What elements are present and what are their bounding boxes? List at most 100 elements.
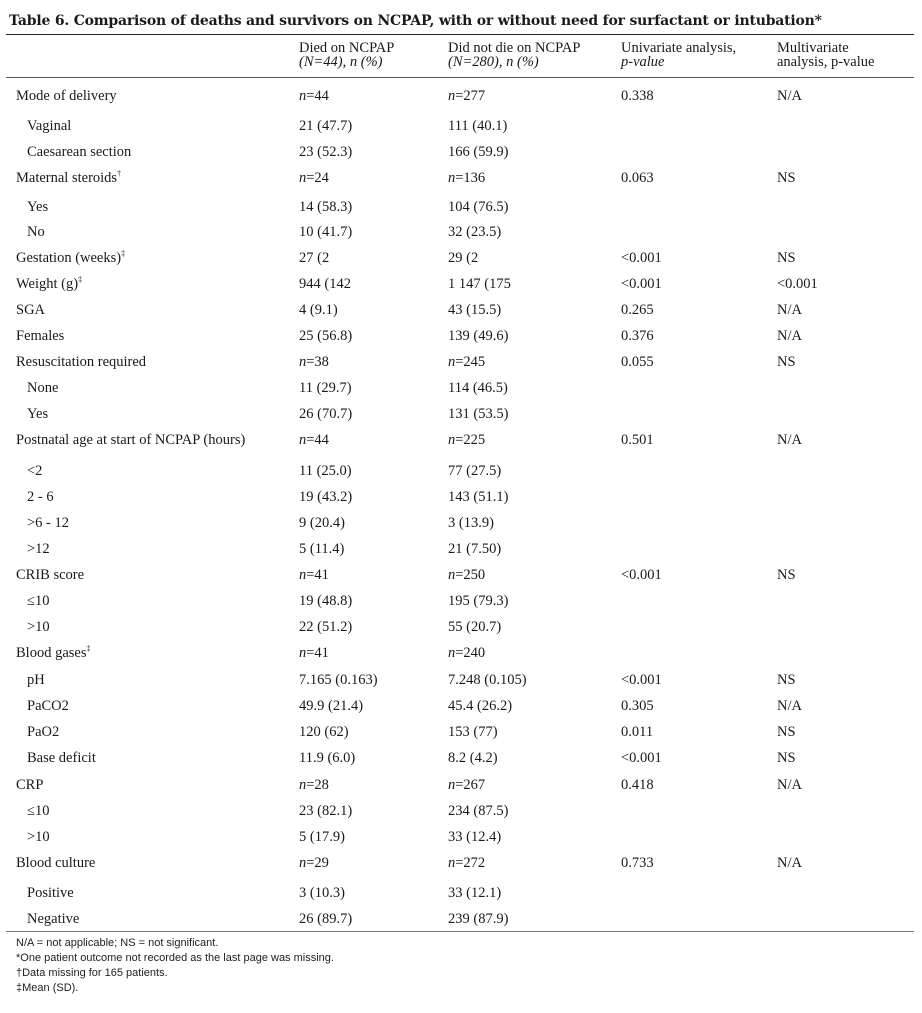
row-label-text: Yes (27, 199, 49, 215)
row-label-text: >10 (27, 829, 50, 845)
row-label-text: CRP (16, 777, 44, 793)
univariate-cell: 0.265 (621, 302, 654, 318)
table-row: <2 11 (25.0) 77 (27.5) (0, 461, 922, 481)
survived-cell: 21 (7.50) (448, 541, 502, 557)
survived-cell: 33 (12.1) (448, 885, 502, 901)
died-cell: 27 (2 (299, 250, 330, 266)
row-label: Weight (g)‡ (16, 274, 82, 294)
row-label: CRIB score (16, 565, 84, 585)
row-label: Vaginal (27, 116, 71, 136)
multivariate-cell: N/A (777, 432, 802, 448)
row-label-text: No (27, 224, 45, 240)
survived-cell: 104 (76.5) (448, 199, 509, 215)
table-row: pH 7.165 (0.163) 7.248 (0.105) <0.001 NS (0, 670, 922, 690)
row-label-text: Mode of delivery (16, 88, 117, 104)
table-row: SGA 4 (9.1) 43 (15.5) 0.265 N/A (0, 300, 922, 320)
header-multivariate-line2: analysis, p-value (777, 53, 875, 70)
survived-cell: 43 (15.5) (448, 302, 502, 318)
survived-cell: 7.248 (0.105) (448, 672, 527, 688)
table-row: CRIB score n=41 n=250 <0.001 NS (0, 565, 922, 585)
table-row: Blood gases‡ n=41 n=240 (0, 643, 922, 663)
row-label-text: PaCO2 (27, 698, 69, 714)
row-label: <2 (27, 461, 42, 481)
n-symbol: n (448, 170, 456, 186)
n-value: =267 (455, 777, 486, 793)
survived-cell: 33 (12.4) (448, 829, 502, 845)
multivariate-cell: N/A (777, 328, 802, 344)
survived-cell: 239 (87.9) (448, 911, 509, 927)
table-row: ≤10 23 (82.1) 234 (87.5) (0, 801, 922, 821)
died-cell: 10 (41.7) (299, 224, 353, 240)
footnote: N/A = not applicable; NS = not significa… (16, 937, 219, 949)
survived-cell: 55 (20.7) (448, 619, 502, 635)
table-row: Females 25 (56.8) 139 (49.6) 0.376 N/A (0, 326, 922, 346)
survived-cell: 32 (23.5) (448, 224, 502, 240)
multivariate-cell: NS (777, 724, 796, 740)
row-label-text: ≤10 (27, 803, 50, 819)
header-survived: Did not die on NCPAP (N=280), n (%) (448, 41, 580, 69)
row-label-text: Yes (27, 406, 49, 422)
survived-cell: 8.2 (4.2) (448, 750, 498, 766)
row-label-text: Maternal steroids (16, 170, 118, 186)
row-label: PaCO2 (27, 696, 69, 716)
row-label: CRP (16, 775, 43, 795)
multivariate-cell: N/A (777, 855, 802, 871)
n-value: =41 (306, 567, 329, 583)
row-label: Resuscitation required (16, 352, 146, 372)
row-label: Yes (27, 197, 48, 217)
table-row: >10 22 (51.2) 55 (20.7) (0, 617, 922, 637)
table-row: Positive 3 (10.3) 33 (12.1) (0, 883, 922, 903)
table-row: ≤10 19 (48.8) 195 (79.3) (0, 591, 922, 611)
multivariate-cell: N/A (777, 698, 802, 714)
n-value: =250 (455, 567, 486, 583)
univariate-cell: <0.001 (621, 672, 662, 688)
table-row: Postnatal age at start of NCPAP (hours) n… (0, 430, 922, 450)
univariate-cell: 0.011 (621, 724, 654, 740)
header-univariate-line2: p-value (621, 53, 665, 70)
row-label-text: None (27, 380, 59, 396)
row-label: ≤10 (27, 591, 49, 611)
footnote-marker: † (117, 169, 122, 178)
table-row: CRP n=28 n=267 0.418 N/A (0, 775, 922, 795)
row-label-text: Postnatal age at start of NCPAP (hours) (16, 432, 246, 448)
table-row: 2 - 6 19 (43.2) 143 (51.1) (0, 487, 922, 507)
footnote-marker: ‡ (86, 644, 91, 653)
survived-cell: 45.4 (26.2) (448, 698, 513, 714)
univariate-cell: 0.376 (621, 328, 654, 344)
univariate-cell: 0.055 (621, 354, 654, 370)
died-cell: 944 (142 (299, 276, 351, 292)
died-cell: 120 (62) (299, 724, 349, 740)
survived-cell: 111 (40.1) (448, 118, 508, 134)
row-label-text: Resuscitation required (16, 354, 147, 370)
table-row: Blood culture n=29 n=272 0.733 N/A (0, 853, 922, 873)
row-label-text: Vaginal (27, 118, 72, 134)
n-symbol: n (448, 432, 456, 448)
univariate-cell: <0.001 (621, 567, 662, 583)
row-label: Blood gases‡ (16, 643, 90, 663)
row-label-text: ≤10 (27, 593, 50, 609)
died-cell: 7.165 (0.163) (299, 672, 378, 688)
row-label-text: >6 - 12 (27, 515, 70, 531)
n-value: =38 (306, 354, 329, 370)
table-row: No 10 (41.7) 32 (23.5) (0, 222, 922, 242)
bottom-rule (6, 931, 914, 932)
header-univariate-line1: Univariate analysis, (621, 40, 737, 56)
n-value: =272 (455, 855, 486, 871)
died-cell: 26 (89.7) (299, 911, 353, 927)
died-cell: 21 (47.7) (299, 118, 353, 134)
table-row: >12 5 (11.4) 21 (7.50) (0, 539, 922, 559)
n-symbol: n (299, 88, 307, 104)
died-cell: 9 (20.4) (299, 515, 345, 531)
n-symbol: n (448, 354, 456, 370)
n-symbol: n (299, 432, 307, 448)
multivariate-cell: NS (777, 354, 796, 370)
survived-cell: n=240 (448, 643, 485, 663)
n-symbol: n (299, 645, 307, 661)
n-symbol: n (448, 645, 456, 661)
survived-cell: 195 (79.3) (448, 593, 509, 609)
header-died-line2: (N=44), n (%) (299, 53, 383, 70)
row-label: >10 (27, 827, 50, 847)
table-row: PaCO2 49.9 (21.4) 45.4 (26.2) 0.305 N/A (0, 696, 922, 716)
table-row: Resuscitation required n=38 n=245 0.055 NS (0, 352, 922, 372)
died-cell: 22 (51.2) (299, 619, 353, 635)
